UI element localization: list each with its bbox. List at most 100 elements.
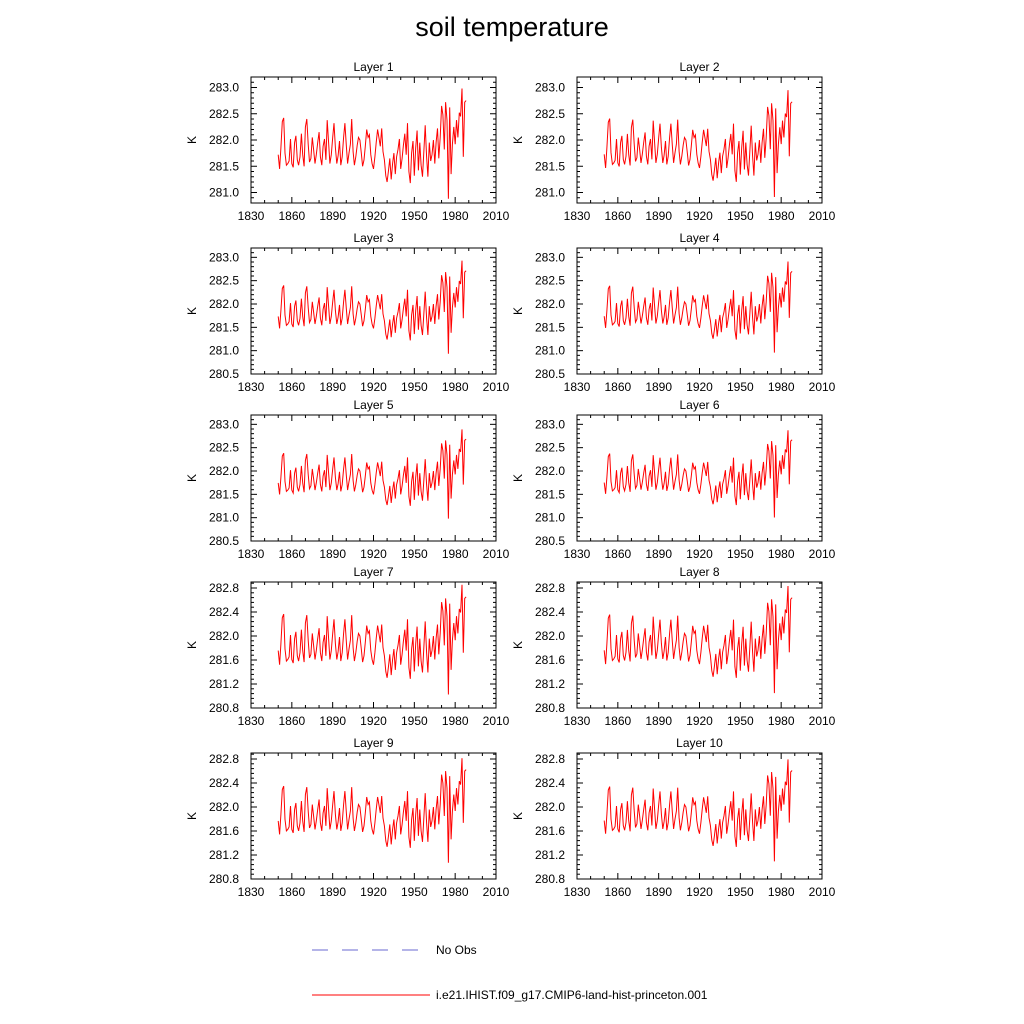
x-tick-label: 1980 [768,547,795,561]
x-tick-label: 1950 [401,547,428,561]
y-axis-label: K [511,474,525,482]
x-tick-label: 1890 [645,714,672,728]
y-tick-label: 282.5 [535,441,565,455]
x-tick-label: 1860 [604,209,631,223]
x-tick-label: 1950 [401,209,428,223]
panel-title: Layer 1 [353,60,393,74]
y-tick-label: 282.8 [535,752,565,766]
x-tick-label: 1950 [727,714,754,728]
x-tick-label: 1830 [564,380,591,394]
y-tick-label: 280.5 [209,367,239,381]
series-line [603,759,793,862]
y-tick-label: 281.0 [209,511,239,525]
y-axis-label: K [511,641,525,649]
y-tick-label: 283.0 [535,81,565,95]
x-tick-label: 1980 [442,547,469,561]
x-tick-label: 1890 [645,380,672,394]
x-tick-label: 1920 [360,209,387,223]
plot-frame [576,414,823,542]
panel-layer-7: Layer 7 K 1830 1860 1890 1920 1950 1980 2010 280.… [185,565,510,728]
plot-frame [250,247,497,375]
y-tick-label: 283.0 [535,250,565,264]
x-tick-label: 2010 [483,380,510,394]
panel-layer-9: Layer 9 K 1830 1860 1890 1920 1950 1980 2010 280.… [185,736,510,899]
y-tick-label: 282.0 [535,464,565,478]
y-tick-label: 281.6 [535,824,565,838]
x-tick-label: 1980 [768,885,795,899]
x-tick-label: 1920 [360,714,387,728]
x-tick-label: 1920 [360,885,387,899]
y-tick-label: 280.8 [535,701,565,715]
x-tick-label: 1920 [360,547,387,561]
x-tick-label: 1920 [686,209,713,223]
plot-frame [576,247,823,375]
y-tick-label: 281.2 [209,848,239,862]
panels-group: Layer 1 K 1830 1860 1890 1920 1950 1980 2010 281.… [185,60,836,899]
y-tick-label: 280.5 [535,367,565,381]
plot-frame [250,752,497,880]
panel-title: Layer 10 [676,736,723,750]
y-tick-label: 281.2 [535,848,565,862]
x-tick-label: 1830 [238,714,265,728]
x-tick-label: 1920 [686,380,713,394]
plot-frame [250,76,497,204]
y-axis-label: K [185,307,199,315]
plot-frame [576,581,823,709]
x-tick-label: 1920 [686,885,713,899]
panel-title: Layer 5 [353,398,393,412]
x-tick-label: 1860 [278,714,305,728]
x-tick-label: 1860 [278,209,305,223]
y-tick-label: 281.0 [535,344,565,358]
x-tick-label: 2010 [483,885,510,899]
legend-model-label: i.e21.IHIST.f09_g17.CMIP6-land-hist-prin… [436,988,708,1002]
y-axis-label: K [511,136,525,144]
x-tick-label: 1950 [401,380,428,394]
y-tick-label: 282.5 [535,107,565,121]
panel-title: Layer 7 [353,565,393,579]
y-tick-label: 283.0 [209,81,239,95]
y-tick-label: 281.6 [209,824,239,838]
y-tick-label: 282.0 [209,464,239,478]
y-tick-label: 281.5 [209,487,239,501]
x-tick-label: 1950 [727,547,754,561]
x-tick-label: 1830 [564,714,591,728]
x-tick-label: 1890 [645,885,672,899]
y-tick-label: 282.5 [209,441,239,455]
panel-layer-4: Layer 4 K 1830 1860 1890 1920 1950 1980 2010 280.… [511,231,836,394]
panel-title: Layer 3 [353,231,393,245]
x-tick-label: 1860 [278,380,305,394]
x-tick-label: 1830 [564,547,591,561]
x-tick-label: 1890 [319,380,346,394]
legend-no-obs-label: No Obs [436,943,477,957]
chart-title: soil temperature [415,12,609,42]
x-tick-label: 1830 [238,209,265,223]
y-axis-label: K [185,812,199,820]
y-tick-label: 280.5 [209,534,239,548]
legend: No Obs i.e21.IHIST.f09_g17.CMIP6-land-hi… [312,943,708,1002]
x-tick-label: 1860 [278,547,305,561]
y-tick-label: 282.8 [209,581,239,595]
x-tick-label: 1890 [319,547,346,561]
y-tick-label: 282.5 [209,274,239,288]
x-tick-label: 2010 [809,209,836,223]
series-line [277,260,467,354]
plot-frame [576,752,823,880]
panel-title: Layer 4 [679,231,719,245]
x-tick-label: 1860 [604,885,631,899]
y-tick-label: 282.8 [209,752,239,766]
panel-layer-2: Layer 2 K 1830 1860 1890 1920 1950 1980 2010 281.… [511,60,836,223]
y-tick-label: 280.8 [209,701,239,715]
x-tick-label: 1950 [727,209,754,223]
x-tick-label: 1860 [604,380,631,394]
series-line [277,584,467,695]
x-tick-label: 2010 [809,714,836,728]
panel-layer-8: Layer 8 K 1830 1860 1890 1920 1950 1980 2010 280.… [511,565,836,728]
y-tick-label: 281.0 [209,344,239,358]
y-tick-label: 282.0 [535,629,565,643]
x-tick-label: 1980 [768,209,795,223]
panel-title: Layer 9 [353,736,393,750]
y-tick-label: 282.0 [209,297,239,311]
x-tick-label: 1920 [686,547,713,561]
y-tick-label: 281.2 [209,677,239,691]
x-tick-label: 1830 [564,209,591,223]
